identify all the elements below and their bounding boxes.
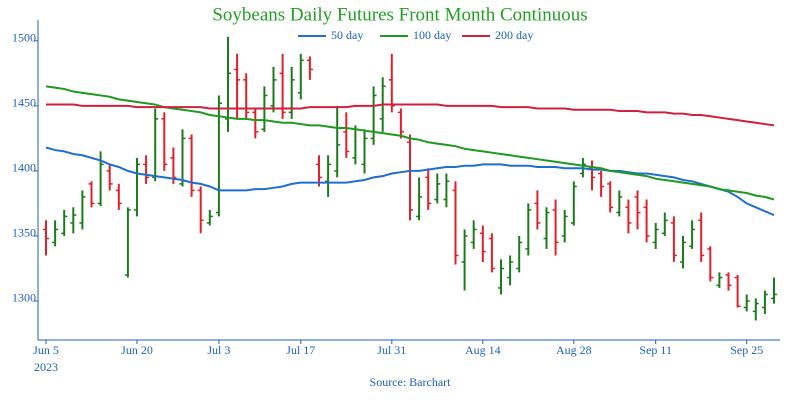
y-tick-label: 1350 xyxy=(12,226,36,240)
y-tick-label: 1300 xyxy=(12,291,36,305)
x-tick-label: Jul 17 xyxy=(286,343,315,357)
x-tick-label: Jun 5 xyxy=(33,343,59,357)
x-tick-label: Sep 11 xyxy=(639,343,672,357)
x-tick-label: Jun 20 xyxy=(121,343,153,357)
x-tick-label: Jul 31 xyxy=(377,343,406,357)
y-tick-label: 1400 xyxy=(12,161,36,175)
y-tick-label: 1500 xyxy=(12,31,36,45)
source-note: Source: Barchart xyxy=(370,375,452,389)
legend-label: 50 day xyxy=(331,28,363,42)
x-tick-label: Jul 3 xyxy=(207,343,230,357)
x-tick-label: Sep 25 xyxy=(730,343,763,357)
chart-title: Soybeans Daily Futures Front Month Conti… xyxy=(212,4,587,25)
moving-average-line xyxy=(45,146,775,217)
legend-label: 200 day xyxy=(495,28,533,42)
x-tick-label: Aug 14 xyxy=(465,343,501,357)
x-tick-label: Aug 28 xyxy=(556,343,592,357)
moving-average-line xyxy=(46,103,775,127)
y-tick-label: 1450 xyxy=(12,96,36,110)
legend-label: 100 day xyxy=(413,28,451,42)
year-label: 2023 xyxy=(34,360,58,374)
